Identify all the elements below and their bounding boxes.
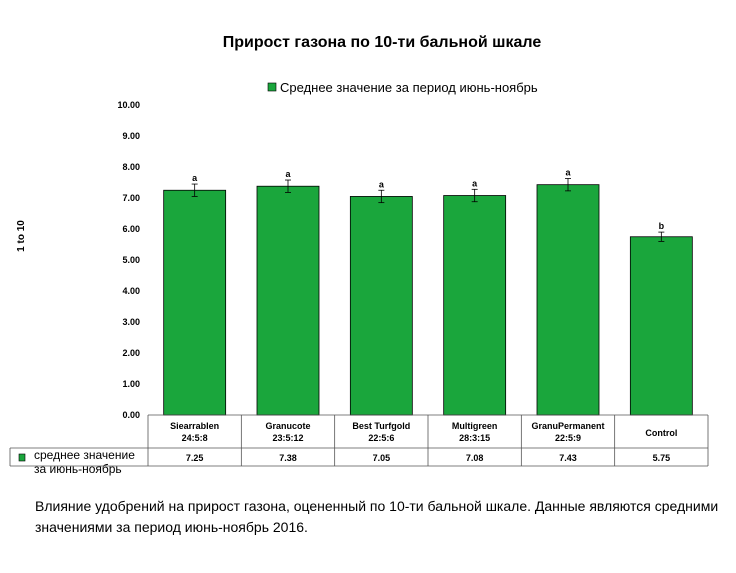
significance-label: a: [565, 167, 571, 177]
bar: [536, 184, 600, 416]
significance-label: a: [472, 178, 478, 188]
bars: a a a a a b: [163, 167, 693, 416]
table-value: 7.43: [559, 453, 577, 463]
significance-label: a: [285, 169, 291, 179]
category-formula: 28:3:15: [459, 433, 490, 443]
y-tick-label: 2.00: [122, 348, 140, 358]
figure-caption: Влияние удобрений на прирост газона, оце…: [35, 498, 719, 535]
category-formula: 22:5:9: [555, 433, 581, 443]
category-formula: 22:5:6: [368, 433, 394, 443]
y-tick-label: 4.00: [122, 286, 140, 296]
significance-label: a: [192, 173, 198, 183]
y-tick-label: 0.00: [122, 410, 140, 420]
y-axis-ticks: 0.00 1.00 2.00 3.00 4.00 5.00 6.00 7.00 8.00 9.00…: [117, 100, 140, 420]
chart-title: Прирост газона по 10-ти бальной шкале: [223, 34, 542, 51]
bar: [443, 195, 507, 416]
table-value: 7.25: [186, 453, 204, 463]
category-label: Multigreen: [452, 421, 498, 431]
category-label: GranuPermanent: [531, 421, 604, 431]
data-table: среднее значение за июнь-ноябрь Siearrab…: [9, 414, 709, 476]
legend-label: Среднее значение за период июнь-ноябрь: [280, 80, 538, 95]
y-tick-label: 3.00: [122, 317, 140, 327]
table-value: 7.05: [373, 453, 391, 463]
y-tick-label: 8.00: [122, 162, 140, 172]
significance-label: b: [659, 221, 665, 231]
table-value: 5.75: [653, 453, 671, 463]
bar: [629, 236, 693, 416]
bar: [163, 189, 227, 416]
y-tick-label: 10.00: [117, 100, 140, 110]
legend: Среднее значение за период июнь-ноябрь: [267, 80, 538, 95]
y-tick-label: 5.00: [122, 255, 140, 265]
significance-label: a: [379, 179, 385, 189]
category-label: Control: [645, 428, 677, 438]
table-value: 7.38: [279, 453, 297, 463]
category-label: Granucote: [265, 421, 310, 431]
legend-swatch: [267, 82, 277, 92]
y-tick-label: 6.00: [122, 224, 140, 234]
y-axis-label: 1 to 10: [16, 220, 27, 252]
category-label: Siearrablen: [170, 421, 219, 431]
y-tick-label: 7.00: [122, 193, 140, 203]
y-tick-label: 9.00: [122, 131, 140, 141]
table-row-label: среднее значение за июнь-ноябрь: [34, 448, 138, 476]
category-formula: 23:5:12: [272, 433, 303, 443]
category-formula: 24:5:8: [182, 433, 208, 443]
table-legend-swatch: [18, 453, 26, 462]
category-label: Best Turfgold: [352, 421, 410, 431]
y-tick-label: 1.00: [122, 379, 140, 389]
table-value: 7.08: [466, 453, 484, 463]
bar: [256, 185, 320, 416]
bar-chart: Прирост газона по 10-ти бальной шкале Ср…: [9, 34, 709, 476]
bar: [349, 196, 413, 416]
